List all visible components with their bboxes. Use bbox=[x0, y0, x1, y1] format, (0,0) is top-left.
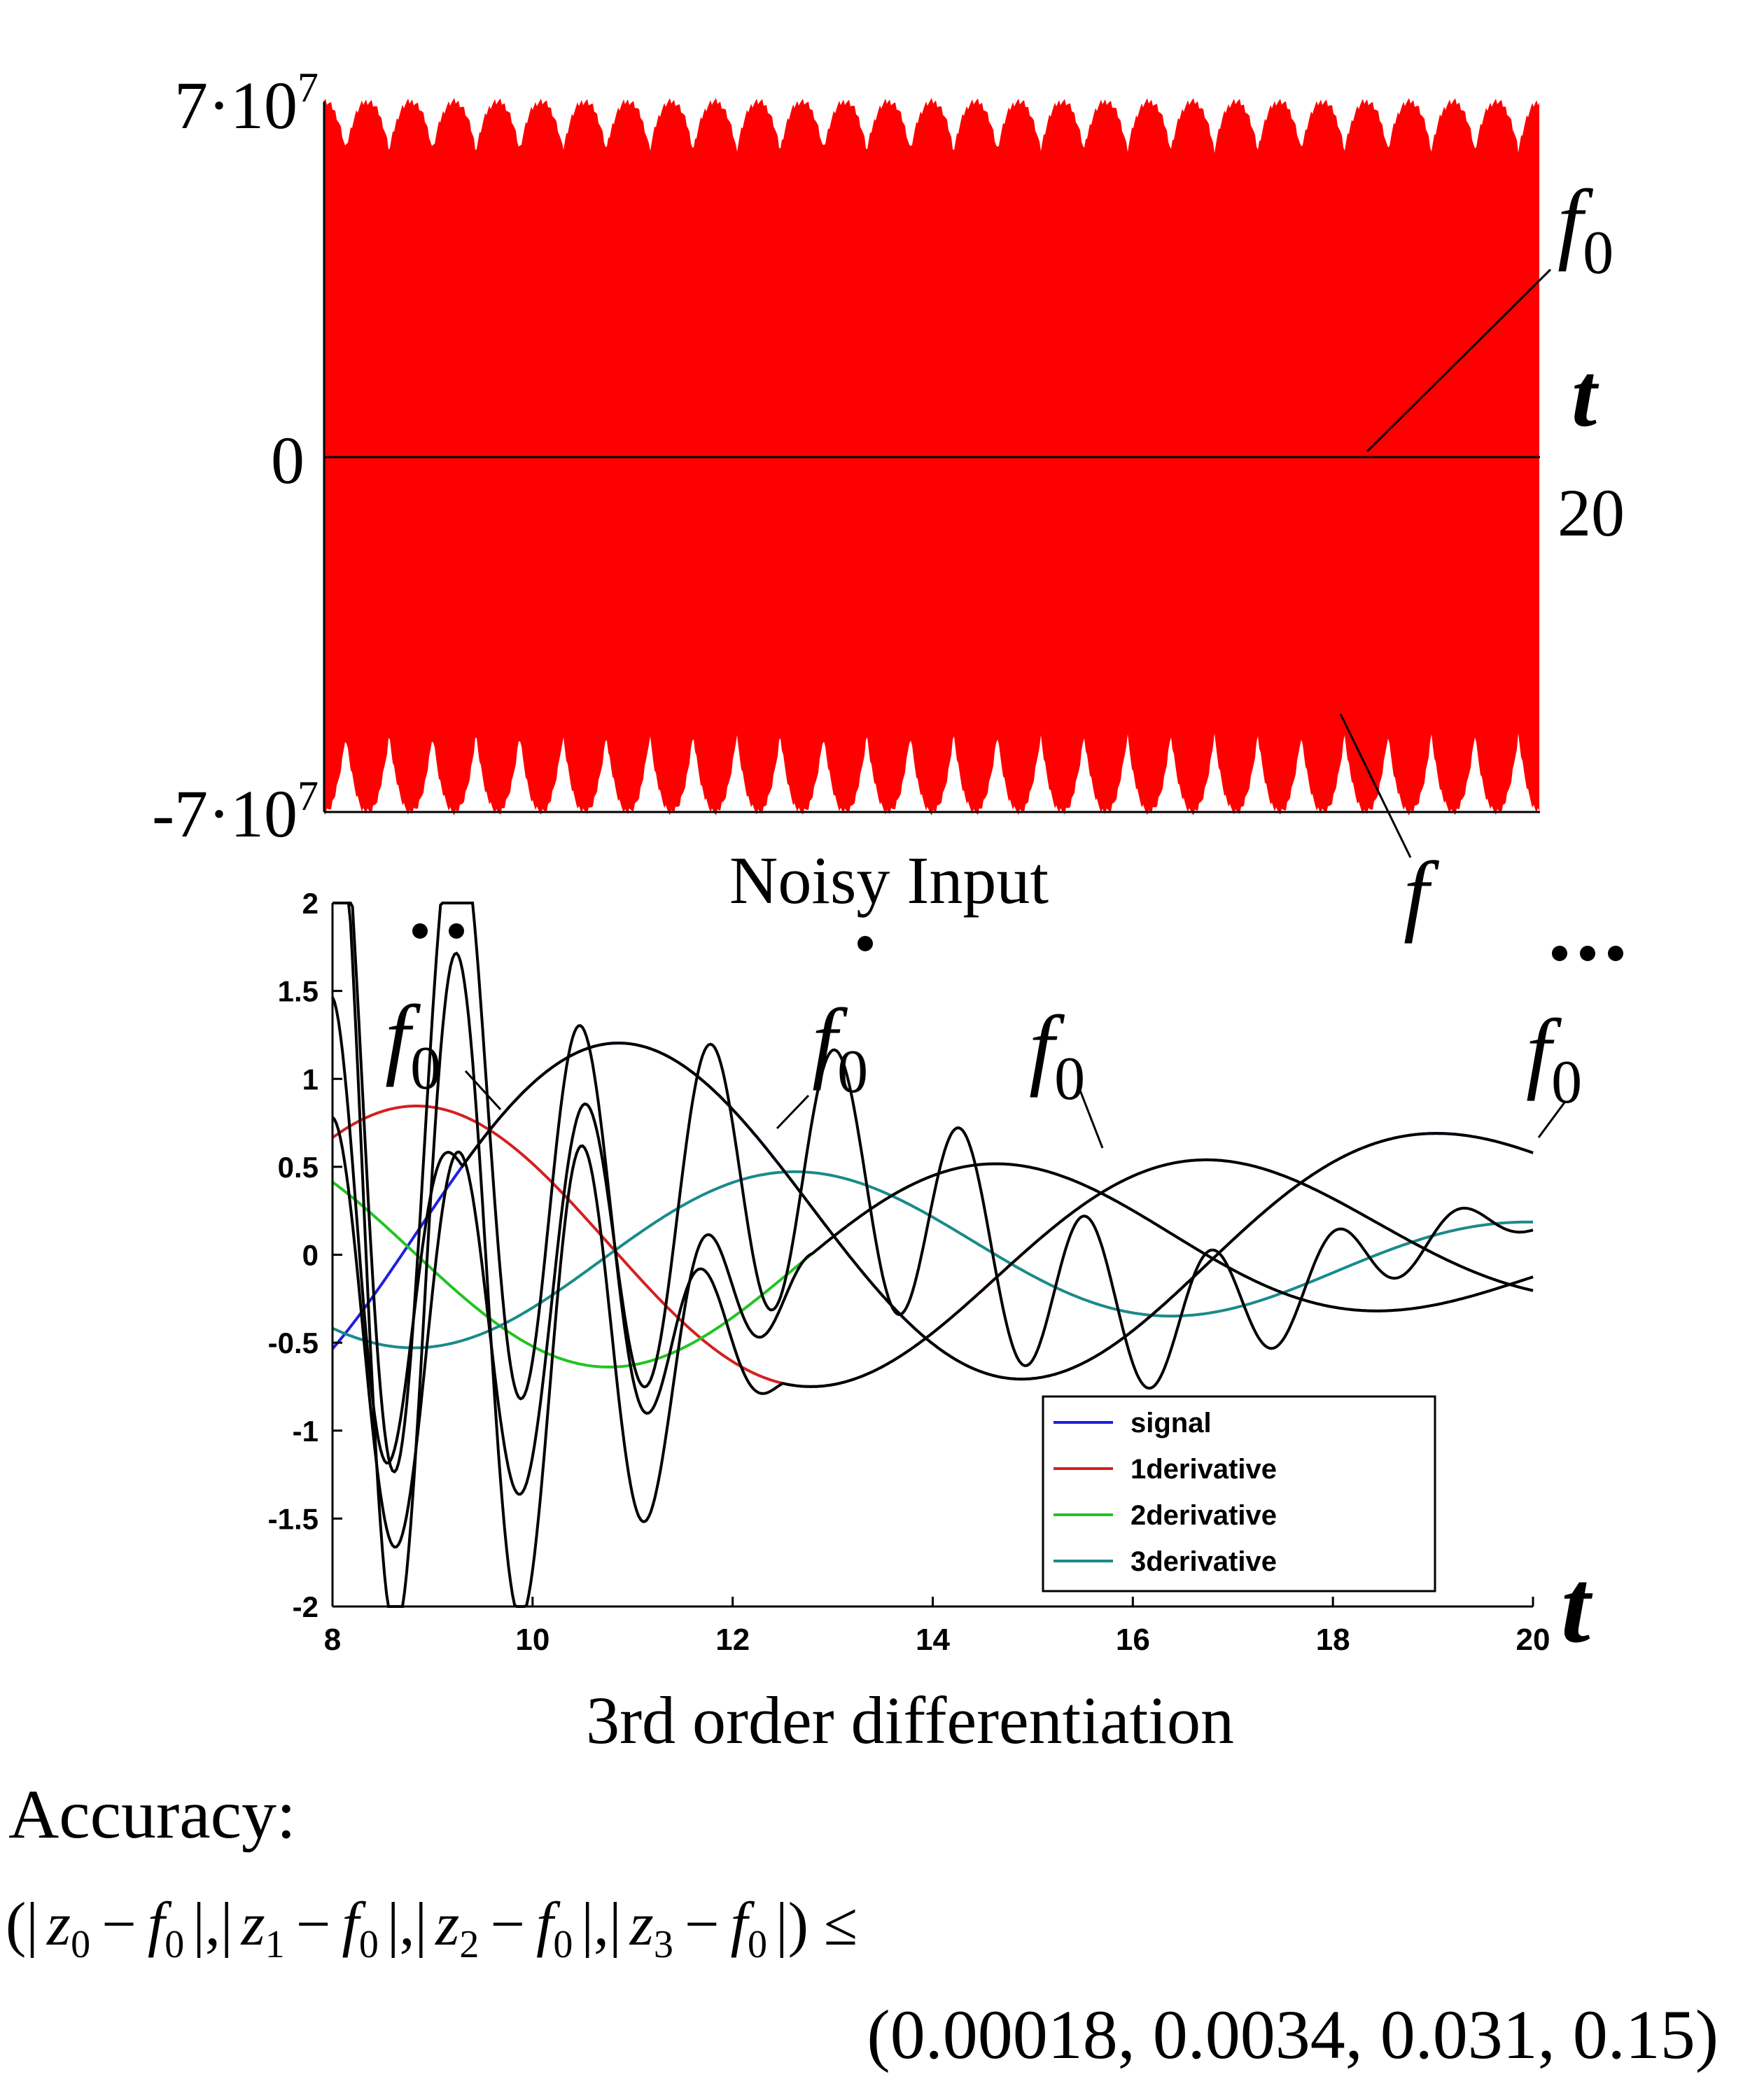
annotation-leader bbox=[1537, 1102, 1566, 1138]
annotation-f0-tdot-label: f0 bbox=[1526, 1001, 1582, 1116]
y-tick-label: 1 bbox=[302, 1063, 318, 1096]
top-chart: 7·107 0 -7·107 t 20 f0 f Noisy Input bbox=[152, 64, 1625, 944]
annotation-f0-tdot: f0 bbox=[1526, 946, 1623, 1138]
estimate-signal bbox=[331, 996, 1534, 1465]
annotation-leader bbox=[776, 1094, 810, 1130]
annotation-dot bbox=[1580, 946, 1595, 961]
estimate-3derivative bbox=[331, 1042, 1534, 1549]
bottom-plot-area bbox=[331, 902, 1534, 1608]
accuracy-block: Accuracy: (| z0− f0 |,| z1− f0 |,| z2− f0 |,| z3− f… bbox=[6, 1775, 1718, 2073]
bottom-chart-title: 3rd order differentiation bbox=[586, 1683, 1234, 1758]
legend-label-signal: signal bbox=[1130, 1408, 1212, 1438]
legend-box bbox=[1042, 1395, 1436, 1592]
top-f-label: f bbox=[1404, 844, 1440, 944]
accuracy-inequality: (| z0− f0 |,| z1− f0 |,| z2− f0 |,| z3− f0 |) ≤ bbox=[6, 1891, 858, 1966]
annotation-leader bbox=[1077, 1084, 1104, 1149]
annotation-dot bbox=[1552, 946, 1567, 961]
top-t-label: t bbox=[1572, 345, 1600, 446]
x-tick-label: 10 bbox=[515, 1623, 550, 1657]
y-tick-label: 0 bbox=[302, 1239, 318, 1272]
x-tick-label: 16 bbox=[1116, 1623, 1150, 1657]
y-tick-label: -1.5 bbox=[268, 1502, 318, 1535]
x-tick-label: 14 bbox=[916, 1623, 950, 1657]
top-xtick-20: 20 bbox=[1558, 475, 1625, 550]
annotation-dot bbox=[1608, 946, 1623, 961]
accuracy-heading: Accuracy: bbox=[8, 1775, 296, 1853]
annotation-f0-ddot: f0 bbox=[385, 923, 502, 1111]
top-chart-title: Noisy Input bbox=[729, 843, 1049, 918]
annotation-dot bbox=[449, 923, 464, 939]
bottom-ticks: 8 10 12 14 16 18 20 2 1.5 1 0.5 0 -0.5 -1 -1.5 -2 bbox=[268, 887, 1550, 1657]
accuracy-values: (0.00018, 0.0034, 0.031, 0.15) bbox=[867, 1996, 1718, 2073]
legend-label-2derivative: 2derivative bbox=[1130, 1500, 1277, 1531]
top-f-leader bbox=[1339, 713, 1412, 858]
annotation-leader bbox=[464, 1070, 502, 1111]
top-ytick-neg7e7: -7·107 bbox=[152, 773, 318, 851]
legend: signal 1derivative 2derivative 3derivati… bbox=[1042, 1395, 1436, 1592]
y-tick-label: -1 bbox=[293, 1415, 318, 1448]
estimate-2derivative bbox=[332, 902, 1534, 1608]
bottom-chart: 8 10 12 14 16 18 20 2 1.5 1 0.5 0 -0.5 -1 -1.5 -2 t sig… bbox=[268, 887, 1623, 1758]
x-tick-label: 18 bbox=[1316, 1623, 1350, 1657]
series-3derivative bbox=[332, 1170, 1533, 1350]
annotation-f0-ddot-label: f0 bbox=[385, 987, 441, 1102]
annotation-f0-dot: f0 bbox=[776, 936, 873, 1130]
x-tick-label: 20 bbox=[1516, 1623, 1550, 1657]
legend-label-3derivative: 3derivative bbox=[1130, 1546, 1277, 1577]
annotation-f0: f0 bbox=[1029, 997, 1104, 1149]
series-signal bbox=[331, 1042, 1534, 1381]
top-f0-leader bbox=[1366, 268, 1552, 453]
y-tick-label: 1.5 bbox=[278, 975, 318, 1008]
annotation-dot bbox=[412, 923, 428, 939]
y-tick-label: 2 bbox=[302, 887, 318, 920]
annotation-f0-dot-label: f0 bbox=[812, 990, 868, 1106]
top-ytick-zero: 0 bbox=[271, 423, 304, 498]
bottom-t-label: t bbox=[1561, 1548, 1593, 1665]
annotation-dot bbox=[858, 936, 873, 951]
annotation-f0-label: f0 bbox=[1029, 997, 1085, 1113]
y-tick-label: 0.5 bbox=[278, 1151, 318, 1184]
y-tick-label: -2 bbox=[293, 1590, 318, 1623]
estimate-1derivative bbox=[332, 902, 1534, 1474]
top-ytick-7e7: 7·107 bbox=[174, 64, 318, 143]
legend-label-1derivative: 1derivative bbox=[1130, 1454, 1277, 1485]
y-tick-label: -0.5 bbox=[268, 1326, 318, 1359]
x-tick-label: 8 bbox=[324, 1623, 341, 1657]
top-f0-label: f0 bbox=[1558, 172, 1614, 287]
x-tick-label: 12 bbox=[715, 1623, 750, 1657]
